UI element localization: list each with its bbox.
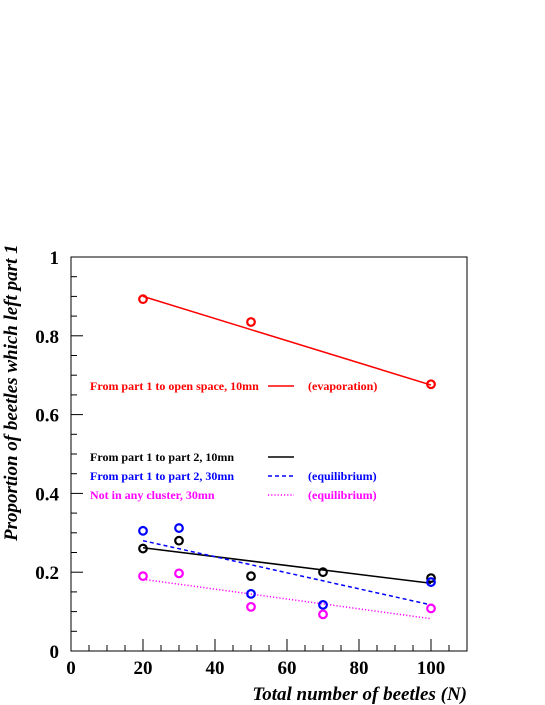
y-axis-ticks: [71, 256, 83, 652]
fit-line: [142, 539, 432, 606]
fit-lines: [142, 295, 432, 620]
y-tick-label: 0.6: [35, 406, 59, 427]
fit-line: [142, 578, 432, 620]
x-axis-ticks: [70, 639, 468, 651]
x-axis-tick-labels: 0 20 40 60 80 100: [66, 658, 445, 679]
data-point: [246, 571, 256, 582]
data-point: [138, 543, 148, 554]
y-axis-tick-labels: 0 0.2 0.4 0.6 0.8 1: [35, 248, 59, 663]
legend-label: From part 1 to open space, 10mn: [90, 379, 259, 393]
legend-label: From part 1 to part 2, 10mn: [90, 450, 234, 464]
legend-fit-label: (equilibrium): [308, 469, 377, 483]
data-point: [318, 567, 328, 578]
y-tick-label: 0: [50, 642, 60, 663]
fit-line: [142, 295, 432, 386]
x-tick-label: 80: [350, 658, 369, 679]
data-point: [426, 603, 436, 614]
legend-fit-label: (equilibrium): [308, 488, 377, 502]
data-point: [246, 601, 256, 612]
data-point: [246, 588, 256, 599]
legend-label: Not in any cluster, 30mn: [90, 488, 215, 502]
data-point: [138, 571, 148, 582]
data-point: [138, 294, 148, 305]
y-tick-label: 1: [50, 248, 60, 269]
legend-label: From part 1 to part 2, 30mn: [90, 469, 234, 483]
y-tick-label: 0.2: [35, 563, 59, 584]
legend-fit-label: (evaporation): [308, 379, 377, 393]
y-tick-label: 0.8: [35, 327, 59, 348]
x-tick-label: 0: [66, 658, 76, 679]
y-axis-title: Proportion of beetles which left part 1: [1, 244, 22, 542]
data-points: [138, 294, 436, 620]
data-point: [174, 523, 184, 533]
x-tick-label: 100: [417, 658, 446, 679]
x-tick-label: 60: [278, 658, 297, 679]
data-point: [426, 573, 436, 584]
data-point: [318, 600, 328, 610]
legend: From part 1 to open space, 10mn (evaporat…: [90, 379, 377, 502]
data-point: [426, 379, 436, 390]
x-axis-title: Total number of beetles (N): [252, 684, 467, 705]
fit-line: [142, 547, 432, 584]
data-point: [174, 535, 184, 546]
data-point: [138, 525, 148, 536]
x-tick-label: 40: [206, 658, 225, 679]
x-tick-label: 20: [134, 658, 153, 679]
data-point: [246, 317, 256, 327]
data-point: [318, 609, 328, 620]
y-tick-label: 0.4: [35, 484, 59, 505]
data-point: [174, 568, 184, 579]
data-point: [426, 577, 436, 587]
